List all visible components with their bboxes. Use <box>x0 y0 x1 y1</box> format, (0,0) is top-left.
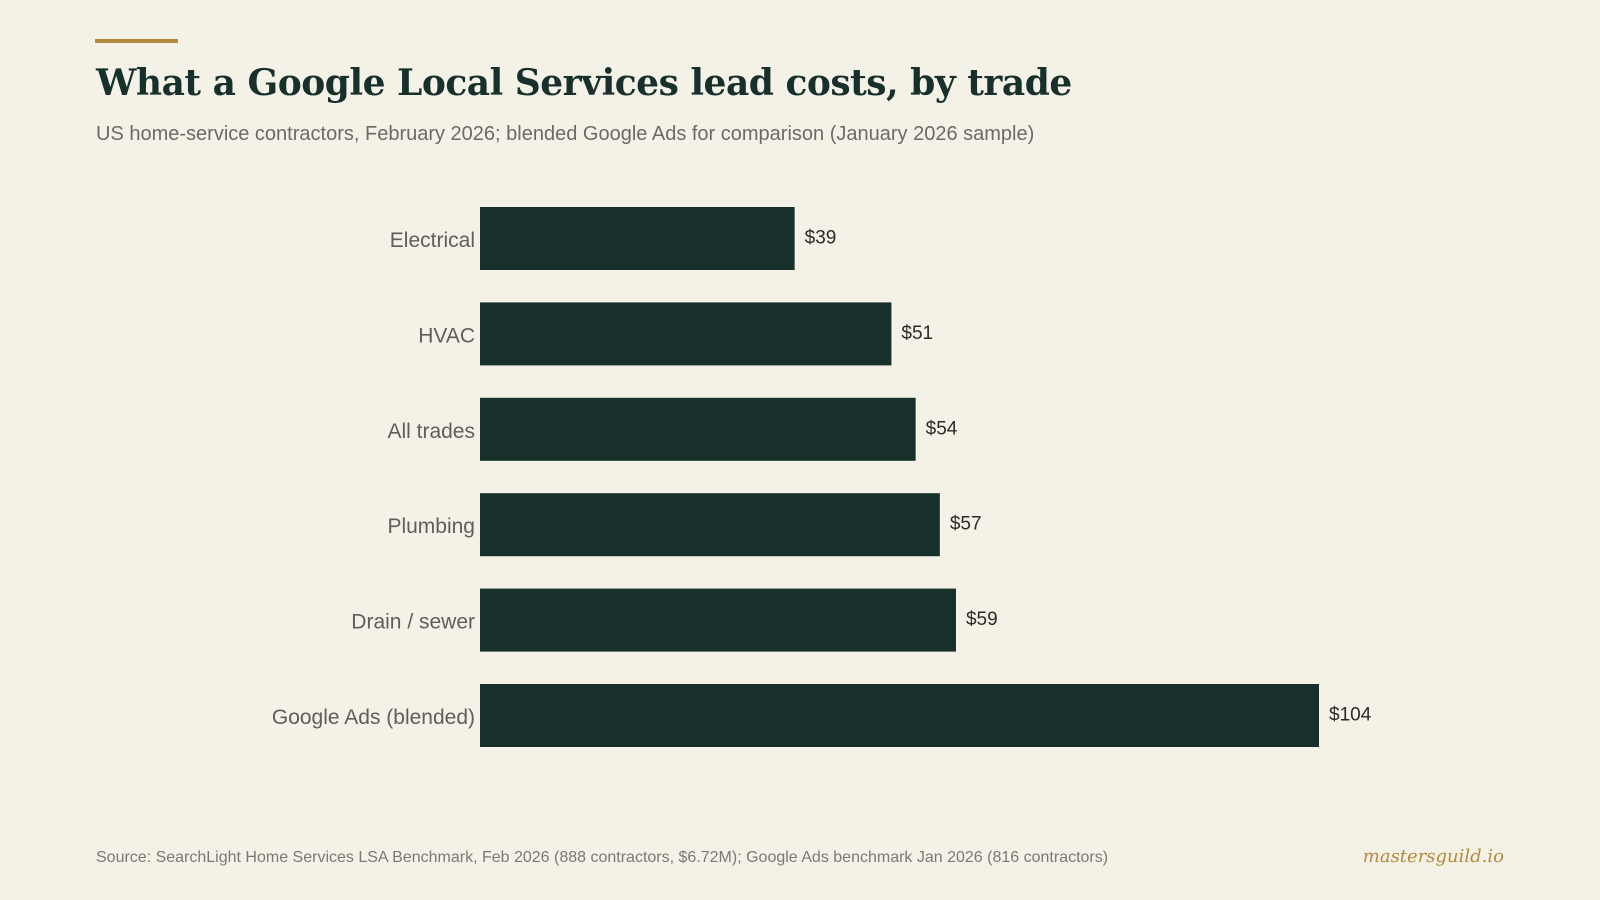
accent-rule <box>95 39 178 43</box>
brand-mark: mastersguild.io <box>1362 846 1504 867</box>
category-label: Electrical <box>390 229 475 252</box>
bar-1 <box>480 302 892 366</box>
chart-subtitle: US home-service contractors, February 20… <box>96 123 1035 145</box>
bar-3 <box>480 493 940 557</box>
bar-5 <box>480 684 1319 747</box>
category-label: All trades <box>387 420 475 443</box>
source-note: Source: SearchLight Home Services LSA Be… <box>96 849 1109 866</box>
bar-4 <box>480 588 956 652</box>
category-label: Drain / sewer <box>351 611 475 634</box>
value-label: $54 <box>926 418 958 439</box>
value-label: $39 <box>805 228 837 249</box>
value-label: $104 <box>1329 705 1372 726</box>
category-label: Plumbing <box>387 515 475 538</box>
category-label: HVAC <box>418 324 475 347</box>
value-label: $59 <box>966 609 998 630</box>
bar-0 <box>480 207 795 270</box>
category-label: Google Ads (blended) <box>272 706 475 729</box>
bar-2 <box>480 397 916 461</box>
value-label: $51 <box>901 323 933 344</box>
chart-title: What a Google Local Services lead costs,… <box>96 62 1072 104</box>
value-label: $57 <box>950 514 982 535</box>
